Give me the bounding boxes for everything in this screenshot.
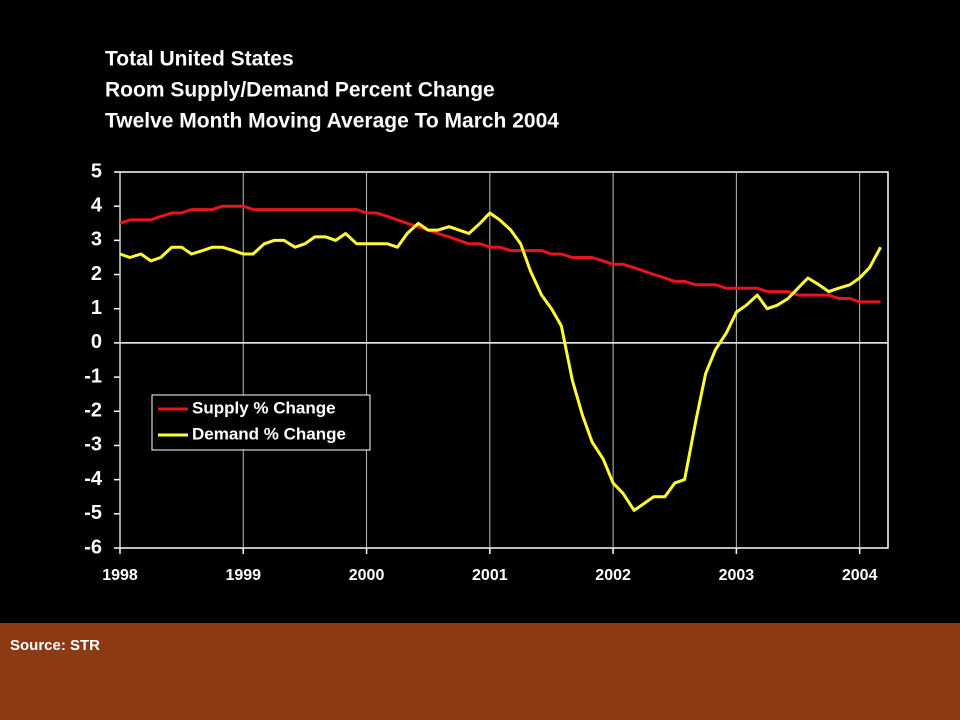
y-tick-label: 4 (91, 194, 103, 216)
series-line (119, 204, 881, 304)
legend (151, 394, 371, 451)
x-tick-label: 2000 (349, 567, 385, 584)
y-tick-label: 3 (91, 229, 102, 251)
y-tick-label: -6 (84, 536, 102, 558)
x-tick-label: 2001 (472, 567, 508, 584)
x-tick-label: 1998 (102, 567, 138, 584)
y-tick-label: -1 (84, 365, 102, 387)
y-tick-label: 5 (91, 160, 102, 182)
y-tick-label: -2 (84, 400, 102, 422)
y-tick-label: 2 (91, 263, 102, 285)
y-tick-label: -4 (84, 468, 103, 490)
source: Source: STR (10, 637, 100, 654)
y-tick-label: 0 (91, 331, 102, 353)
y-tick-label: 1 (91, 297, 102, 319)
plot-area (119, 171, 889, 549)
title-line: Total United States (105, 48, 294, 71)
x-tick-label: 1999 (225, 567, 261, 584)
x-tick-label: 2002 (595, 567, 631, 584)
x-tick-label: 2004 (842, 567, 878, 584)
title-line: Twelve Month Moving Average To March 200… (105, 110, 559, 133)
legend-label: Demand % Change (192, 424, 346, 443)
y-tick-label: -5 (84, 502, 102, 524)
x-tick-label: 2003 (719, 567, 755, 584)
y-tick-label: -3 (84, 434, 102, 456)
legend-label: Supply % Change (192, 398, 336, 417)
series-line (119, 211, 882, 512)
title-line: Room Supply/Demand Percent Change (105, 79, 495, 102)
footer-band (0, 623, 960, 720)
